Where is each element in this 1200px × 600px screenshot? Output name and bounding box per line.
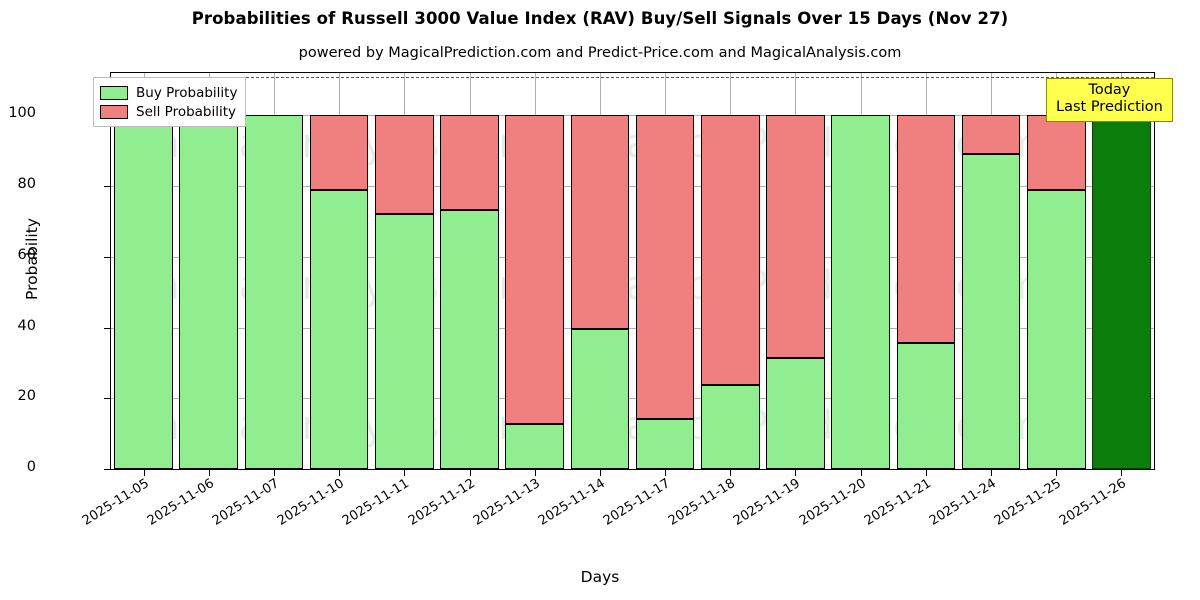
bar-2025-11-10[interactable] <box>309 73 369 469</box>
y-tick-label: 80 <box>17 176 36 193</box>
x-tick-mark <box>209 470 210 476</box>
x-tick-mark <box>274 470 275 476</box>
y-tick-mark <box>104 256 110 258</box>
x-tick-mark <box>665 470 666 476</box>
today-annotation-line1: Today <box>1088 82 1131 98</box>
bar-2025-11-12[interactable] <box>440 73 499 469</box>
reference-dashed-line <box>111 76 1154 78</box>
x-tick-mark <box>535 470 536 476</box>
buy-segment[interactable] <box>700 385 760 469</box>
sell-segment[interactable] <box>896 115 956 343</box>
sell-segment[interactable] <box>700 115 760 386</box>
buy-segment[interactable] <box>440 209 499 469</box>
y-axis-label: Probability <box>23 218 41 300</box>
legend-item-buy: Buy Probability <box>100 83 237 102</box>
y-gridline <box>111 186 1154 188</box>
today-annotation-line2: Last Prediction <box>1056 98 1163 115</box>
today-bar-segment[interactable] <box>1092 115 1151 469</box>
y-tick-label: 40 <box>17 317 36 334</box>
y-tick-label: 20 <box>17 388 36 405</box>
legend-label-buy: Buy Probability <box>136 84 238 101</box>
buy-segment[interactable] <box>114 115 173 469</box>
buy-segment[interactable] <box>831 115 890 469</box>
sell-segment[interactable] <box>375 115 434 215</box>
plot-area: MagicalAnalysis.comMagicalPrediction.com… <box>110 72 1155 470</box>
y-tick-mark <box>104 469 110 470</box>
buy-segment[interactable] <box>766 358 825 469</box>
chart-subtitle: powered by MagicalPrediction.com and Pre… <box>298 45 902 61</box>
y-tick-label: 100 <box>8 105 36 122</box>
legend-swatch-buy <box>100 85 128 100</box>
chart-legend: Buy Probability Sell Probability <box>93 77 247 127</box>
buy-segment[interactable] <box>961 154 1021 469</box>
sell-segment[interactable] <box>766 115 825 359</box>
x-axis-label: Days <box>580 568 620 586</box>
y-tick-mark <box>104 398 110 400</box>
x-tick-mark <box>795 470 796 476</box>
x-tick-mark <box>144 470 145 476</box>
sell-segment[interactable] <box>309 115 369 190</box>
bar-2025-11-07[interactable] <box>244 73 304 469</box>
bar-2025-11-24[interactable] <box>961 73 1021 469</box>
buy-segment[interactable] <box>896 342 956 469</box>
legend-swatch-sell <box>100 104 128 119</box>
y-gridline <box>111 327 1154 329</box>
buy-segment[interactable] <box>244 115 304 469</box>
buy-segment[interactable] <box>1026 189 1086 469</box>
sell-segment[interactable] <box>635 115 695 419</box>
bar-2025-11-14[interactable] <box>570 73 630 469</box>
sell-segment[interactable] <box>505 115 565 424</box>
y-gridline <box>111 398 1154 400</box>
today-annotation: Today Last Prediction <box>1046 78 1173 122</box>
y-gridline <box>111 115 1154 117</box>
y-tick-mark <box>104 327 110 329</box>
buy-segment[interactable] <box>309 189 369 469</box>
x-tick-mark <box>926 470 927 476</box>
buy-segment[interactable] <box>635 418 695 469</box>
y-tick-mark <box>104 186 110 188</box>
x-tick-mark <box>861 470 862 476</box>
buy-segment[interactable] <box>570 328 630 469</box>
sell-segment[interactable] <box>570 115 630 329</box>
bar-2025-11-17[interactable] <box>635 73 695 469</box>
y-tick-label: 0 <box>26 459 36 475</box>
bar-2025-11-26[interactable] <box>1092 73 1151 469</box>
x-tick-mark <box>1056 470 1057 476</box>
bar-2025-11-13[interactable] <box>505 73 565 469</box>
x-tick-mark <box>339 470 340 476</box>
sell-segment[interactable] <box>961 115 1021 155</box>
sell-segment[interactable] <box>440 115 499 210</box>
legend-label-sell: Sell Probability <box>136 103 237 120</box>
bar-2025-11-25[interactable] <box>1026 73 1086 469</box>
x-tick-mark <box>1121 470 1122 476</box>
bar-2025-11-19[interactable] <box>766 73 825 469</box>
buy-segment[interactable] <box>375 214 434 469</box>
x-tick-mark <box>470 470 471 476</box>
y-gridline <box>111 256 1154 258</box>
bar-2025-11-06[interactable] <box>179 73 239 469</box>
x-tick-mark <box>600 470 601 476</box>
x-tick-mark <box>730 470 731 476</box>
plot-inner: MagicalAnalysis.comMagicalPrediction.com… <box>111 73 1154 469</box>
sell-segment[interactable] <box>1026 115 1086 190</box>
bar-2025-11-20[interactable] <box>831 73 890 469</box>
buy-segment[interactable] <box>505 423 565 469</box>
bar-2025-11-21[interactable] <box>896 73 956 469</box>
bar-2025-11-05[interactable] <box>114 73 173 469</box>
legend-item-sell: Sell Probability <box>100 102 237 121</box>
buy-segment[interactable] <box>179 115 239 469</box>
chart-title: Probabilities of Russell 3000 Value Inde… <box>191 9 1009 28</box>
bar-2025-11-11[interactable] <box>375 73 434 469</box>
y-tick-label: 60 <box>17 246 36 263</box>
x-tick-mark <box>404 470 405 476</box>
bar-2025-11-18[interactable] <box>700 73 760 469</box>
x-tick-mark <box>991 470 992 476</box>
